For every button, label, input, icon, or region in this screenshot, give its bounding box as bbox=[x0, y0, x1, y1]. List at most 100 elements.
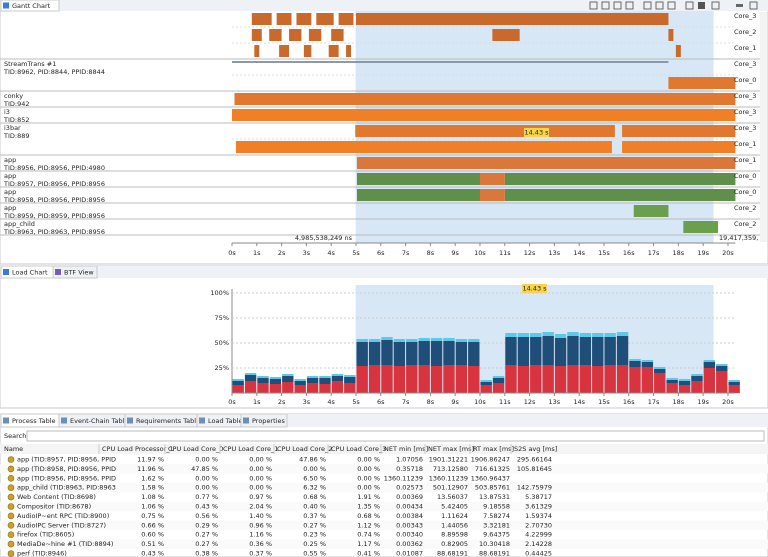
load-bar bbox=[282, 374, 294, 376]
view-tab[interactable] bbox=[240, 413, 288, 428]
load-bar bbox=[616, 332, 629, 336]
load-chart: 14.43 s 25% 50% 75% 100% 0s 1s 2s 3s 4s 5s 6s 7s 8s 9s… bbox=[210, 284, 740, 406]
load-bar bbox=[232, 381, 244, 385]
selection-start-label: 4,985,538,249 ns bbox=[295, 234, 353, 242]
table-cell: 1.16 % bbox=[249, 531, 272, 539]
process-name[interactable]: MediaDe~hine #1 (TID:8894) bbox=[17, 540, 113, 548]
table-cell: 716.61325 bbox=[475, 465, 510, 473]
load-bar bbox=[505, 365, 517, 393]
gantt-segment bbox=[308, 29, 322, 41]
task-name: i3 bbox=[4, 108, 10, 116]
search-input[interactable] bbox=[26, 430, 765, 442]
table-cell: 0.74 % bbox=[357, 531, 380, 539]
table-cell: 13.56037 bbox=[437, 493, 468, 501]
column-header[interactable]: CPU Load Processor_1 bbox=[102, 445, 174, 453]
scrollbar[interactable] bbox=[760, 12, 767, 242]
gantt-segment bbox=[668, 77, 736, 89]
view-tab-title[interactable]: Load Chart bbox=[12, 269, 48, 277]
column-header[interactable]: RT max [ms] bbox=[473, 445, 514, 453]
toolbar-button[interactable] bbox=[711, 1, 720, 10]
load-bar bbox=[517, 337, 530, 366]
x-tick-label: 14s bbox=[573, 398, 585, 406]
column-header[interactable]: CPU Load Core_2 bbox=[277, 445, 332, 453]
process-name[interactable]: Web Content (TID:8698) bbox=[17, 493, 96, 501]
view-tab-title[interactable]: Requirements Table bbox=[136, 417, 200, 425]
gantt-segment bbox=[328, 45, 339, 57]
view-tab-title[interactable]: Event-Chain Table bbox=[70, 417, 128, 425]
view-tab[interactable] bbox=[52, 265, 98, 279]
load-bar bbox=[455, 365, 468, 393]
gantt-tab[interactable] bbox=[0, 0, 60, 12]
column-header[interactable]: NET max [ms] bbox=[428, 445, 474, 453]
process-name[interactable]: firefox (TID:8605) bbox=[17, 531, 74, 539]
process-icon bbox=[7, 493, 15, 501]
load-bar bbox=[468, 342, 480, 366]
table-cell: 2.70730 bbox=[525, 521, 552, 529]
gantt-segment bbox=[331, 29, 344, 41]
table-cell: 1.06 % bbox=[141, 503, 164, 511]
table-cell: 0.43 % bbox=[141, 550, 164, 557]
column-header[interactable]: CPU Load Core_1 bbox=[223, 445, 278, 453]
column-header[interactable]: NET min [ms] bbox=[384, 445, 428, 453]
view-tab-title[interactable]: Process Table bbox=[12, 417, 56, 425]
process-name[interactable]: perf (TID:8946) bbox=[17, 550, 67, 557]
y-tick-label: 75% bbox=[215, 314, 229, 322]
x-tick-label: 15s bbox=[598, 249, 610, 257]
load-bar bbox=[579, 365, 592, 393]
toolbar-button[interactable] bbox=[589, 1, 598, 10]
load-bar bbox=[728, 385, 740, 393]
toolbar-button[interactable] bbox=[685, 1, 694, 10]
toolbar-button[interactable] bbox=[698, 2, 705, 9]
load-tabbar bbox=[0, 266, 768, 278]
load-bar bbox=[418, 365, 430, 393]
toolbar-button[interactable] bbox=[613, 1, 622, 10]
x-tick-label: 18s bbox=[673, 249, 685, 257]
gantt-tab-title[interactable]: Gantt Chart bbox=[12, 2, 51, 10]
view-tab-title[interactable]: Properties bbox=[252, 417, 285, 425]
process-name[interactable]: app_child (TID:8963, PID:8963 bbox=[17, 484, 116, 492]
x-tick-label: 19s bbox=[697, 398, 709, 406]
toolbar-button[interactable] bbox=[601, 1, 610, 10]
load-bar bbox=[654, 373, 666, 393]
table-cell: 105.81645 bbox=[517, 465, 552, 473]
process-name[interactable]: AudioIP~ent RPC (TID:8900) bbox=[17, 512, 109, 520]
table-cell: 3.32181 bbox=[483, 521, 510, 529]
table-cell: 0.00 % bbox=[249, 456, 272, 464]
toolbar-button[interactable] bbox=[655, 1, 664, 10]
x-tick-label: 9s bbox=[451, 249, 459, 257]
column-header[interactable]: Name bbox=[4, 445, 23, 453]
view-tab-title[interactable]: Load Table bbox=[208, 417, 242, 425]
load-bar bbox=[294, 381, 306, 385]
toolbar-button[interactable] bbox=[643, 1, 652, 10]
x-tick-label: 0s bbox=[228, 249, 236, 257]
toolbar-button[interactable] bbox=[625, 1, 634, 10]
process-name[interactable]: app (TID:8957, PID:8956, PPID bbox=[17, 456, 116, 464]
table-cell: 0.41 % bbox=[357, 550, 380, 557]
load-bar bbox=[691, 381, 703, 393]
x-tick-label: 16s bbox=[623, 249, 635, 257]
x-tick-label: 13s bbox=[549, 249, 561, 257]
column-header[interactable]: CPU Load Core_3 bbox=[331, 445, 386, 453]
table-cell: 0.29 % bbox=[195, 521, 218, 529]
x-tick-label: 20s bbox=[722, 249, 734, 257]
process-name[interactable]: app (TID:8956, PID:8956, PPID bbox=[17, 474, 116, 482]
column-header[interactable]: CPU Load Core_0 bbox=[168, 445, 223, 453]
load-bar bbox=[244, 375, 257, 381]
core-label: Core_3 bbox=[734, 124, 756, 132]
process-name[interactable]: AudioIPC Server (TID:8727) bbox=[17, 521, 106, 529]
process-name[interactable]: Compositor (TID:8678) bbox=[17, 503, 91, 511]
load-bar bbox=[716, 364, 728, 366]
minimize-button[interactable] bbox=[736, 4, 743, 7]
maximize-button[interactable] bbox=[749, 1, 758, 10]
load-bar bbox=[666, 378, 678, 380]
process-name[interactable]: app (TID:8958, PID:8956, PPID bbox=[17, 465, 116, 473]
column-header[interactable]: S2S avg [ms] bbox=[514, 445, 557, 453]
table-cell: 13.87531 bbox=[479, 493, 510, 501]
view-tab-icon bbox=[243, 417, 249, 424]
table-cell: 0.36 % bbox=[249, 540, 272, 548]
toolbar-button[interactable] bbox=[667, 1, 676, 10]
load-bar bbox=[554, 366, 567, 393]
view-tab-title[interactable]: BTF View bbox=[64, 269, 94, 277]
load-bar bbox=[505, 337, 517, 365]
